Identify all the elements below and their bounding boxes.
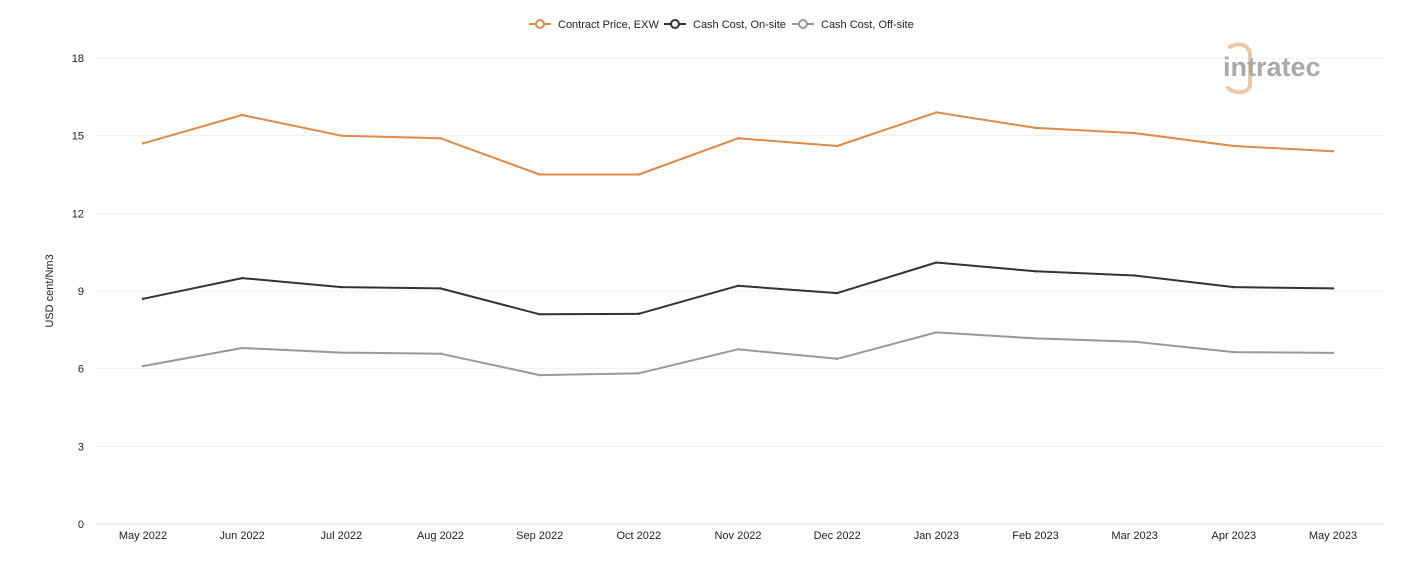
x-tick-label: Aug 2022 xyxy=(417,530,464,542)
y-axis-label: USD cent/Nm3 xyxy=(44,254,56,327)
x-tick-label: Apr 2023 xyxy=(1212,530,1257,542)
data-point[interactable] xyxy=(538,313,541,316)
x-tick-label: Jan 2023 xyxy=(914,530,959,542)
x-tick-label: Nov 2022 xyxy=(714,530,761,542)
data-point[interactable] xyxy=(439,137,442,140)
legend-item[interactable]: Contract Price, EXW xyxy=(529,19,659,31)
data-point[interactable] xyxy=(736,348,740,351)
series-lines xyxy=(141,111,1335,377)
data-point[interactable] xyxy=(240,346,244,350)
y-tick-label: 18 xyxy=(72,53,84,65)
x-tick-label: Feb 2023 xyxy=(1012,530,1058,542)
data-point[interactable] xyxy=(835,357,839,361)
data-point[interactable] xyxy=(935,111,938,114)
data-point[interactable] xyxy=(637,173,641,176)
y-tick-label: 12 xyxy=(72,208,84,220)
data-point[interactable] xyxy=(439,287,442,290)
x-tick-label: Jun 2022 xyxy=(220,530,265,542)
data-point[interactable] xyxy=(1331,287,1335,290)
legend-item[interactable]: Cash Cost, On-site xyxy=(664,19,786,31)
data-point[interactable] xyxy=(1232,144,1236,148)
data-point[interactable] xyxy=(538,373,541,377)
data-point[interactable] xyxy=(141,364,145,368)
logo-text: intratec xyxy=(1223,52,1321,82)
y-tick-label: 15 xyxy=(72,131,84,143)
series-line-0 xyxy=(142,111,1334,176)
series-line-1 xyxy=(142,261,1334,316)
x-tick-label: Sep 2022 xyxy=(516,530,563,542)
x-tick-label: Mar 2023 xyxy=(1111,530,1157,542)
data-point[interactable] xyxy=(736,137,740,140)
x-tick-label: Jul 2022 xyxy=(321,530,363,542)
data-point[interactable] xyxy=(141,142,145,145)
y-tick-label: 9 xyxy=(78,286,84,298)
data-point[interactable] xyxy=(1133,131,1136,135)
data-point[interactable] xyxy=(935,331,938,334)
x-tick-label: May 2022 xyxy=(119,530,167,542)
data-point[interactable] xyxy=(935,261,938,264)
x-tick-label: May 2023 xyxy=(1309,530,1357,542)
legend-label: Cash Cost, Off-site xyxy=(821,19,914,31)
data-point[interactable] xyxy=(1034,126,1037,130)
legend-circle-icon xyxy=(798,19,808,29)
data-point[interactable] xyxy=(1232,285,1236,289)
data-point[interactable] xyxy=(835,144,839,148)
data-point[interactable] xyxy=(439,352,442,355)
y-tick-label: 3 xyxy=(78,441,84,453)
legend-label: Contract Price, EXW xyxy=(558,19,659,31)
data-point[interactable] xyxy=(1133,340,1136,343)
legend-label: Cash Cost, On-site xyxy=(693,19,786,31)
data-point[interactable] xyxy=(240,276,244,280)
legend-item[interactable]: Cash Cost, Off-site xyxy=(792,19,914,31)
data-point[interactable] xyxy=(1133,274,1136,277)
x-axis-ticks: May 2022 Jun 2022 Jul 2022 Aug 2022 Sep 2022… xyxy=(119,530,1357,542)
data-point[interactable] xyxy=(340,285,343,289)
data-point[interactable] xyxy=(538,173,541,176)
data-point[interactable] xyxy=(637,372,641,375)
legend-circle-icon xyxy=(670,19,680,29)
grid-lines xyxy=(95,57,1385,525)
data-point[interactable] xyxy=(240,113,244,117)
data-point[interactable] xyxy=(835,291,839,295)
logo-mark-icon xyxy=(1226,42,1252,95)
data-point[interactable] xyxy=(141,297,145,300)
intratec-logo: intratec xyxy=(1223,42,1321,95)
y-axis-ticks: 0 3 6 9 12 15 18 xyxy=(72,53,84,531)
y-tick-label: 6 xyxy=(78,364,84,376)
x-tick-label: Dec 2022 xyxy=(814,530,861,542)
legend[interactable]: Contract Price, EXW Cash Cost, On-site Cas… xyxy=(529,19,914,31)
data-point[interactable] xyxy=(1331,150,1335,153)
data-point[interactable] xyxy=(1232,350,1236,354)
data-point[interactable] xyxy=(736,284,740,288)
legend-circle-icon xyxy=(535,19,545,29)
data-point[interactable] xyxy=(340,134,343,137)
x-tick-label: Oct 2022 xyxy=(617,530,662,542)
data-point[interactable] xyxy=(637,312,641,315)
y-tick-label: 0 xyxy=(78,519,84,531)
data-point[interactable] xyxy=(340,351,343,354)
data-point[interactable] xyxy=(1034,337,1037,340)
data-point[interactable] xyxy=(1034,270,1037,273)
data-point[interactable] xyxy=(1331,351,1335,355)
